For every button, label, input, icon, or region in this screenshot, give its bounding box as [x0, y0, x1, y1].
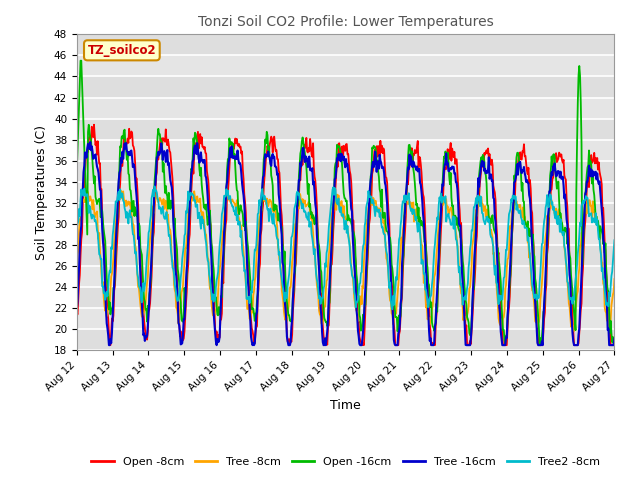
- Bar: [77, 119, 614, 140]
- Legend: Open -8cm, Tree -8cm, Open -16cm, Tree -16cm, Tree2 -8cm: Open -8cm, Tree -8cm, Open -16cm, Tree -…: [87, 452, 604, 471]
- Open -16cm: [222, 194, 230, 200]
- Tree -16cm: [194, 146, 202, 152]
- Tree2 -8cm: [193, 202, 201, 207]
- Tree2 -8cm: [412, 214, 420, 219]
- Line: Tree -8cm: Tree -8cm: [77, 191, 614, 332]
- Open -8cm: [73, 310, 81, 316]
- Tree -8cm: [605, 329, 613, 335]
- Tree2 -8cm: [151, 183, 159, 189]
- Open -16cm: [77, 58, 84, 63]
- Open -16cm: [83, 232, 91, 238]
- Open -8cm: [611, 335, 618, 340]
- Bar: [77, 287, 614, 308]
- Y-axis label: Soil Temperatures (C): Soil Temperatures (C): [35, 125, 48, 260]
- Tree -8cm: [412, 213, 419, 219]
- Open -8cm: [90, 122, 98, 128]
- Open -16cm: [193, 140, 201, 145]
- Open -16cm: [536, 342, 543, 348]
- Open -16cm: [611, 337, 618, 343]
- Tree -8cm: [428, 318, 435, 324]
- Tree -16cm: [428, 342, 436, 348]
- Tree -16cm: [611, 336, 618, 341]
- Tree -16cm: [412, 167, 420, 173]
- Line: Tree -16cm: Tree -16cm: [77, 142, 614, 345]
- Bar: [77, 35, 614, 55]
- Tree2 -8cm: [611, 237, 618, 243]
- Line: Open -8cm: Open -8cm: [77, 125, 614, 345]
- Bar: [77, 245, 614, 266]
- Line: Open -16cm: Open -16cm: [77, 60, 614, 345]
- Open -8cm: [140, 307, 147, 313]
- Tree -16cm: [223, 184, 230, 190]
- Tree2 -8cm: [428, 281, 436, 287]
- Open -16cm: [412, 190, 419, 196]
- Tree2 -8cm: [83, 192, 90, 197]
- Tree -8cm: [611, 276, 618, 282]
- Line: Tree2 -8cm: Tree2 -8cm: [77, 186, 614, 310]
- Open -16cm: [73, 168, 81, 174]
- Tree -8cm: [222, 203, 230, 209]
- Tree -16cm: [83, 155, 90, 160]
- Tree -16cm: [73, 306, 81, 312]
- Open -8cm: [107, 342, 115, 348]
- Open -8cm: [223, 217, 230, 223]
- Bar: [77, 76, 614, 97]
- Bar: [77, 203, 614, 224]
- Title: Tonzi Soil CO2 Profile: Lower Temperatures: Tonzi Soil CO2 Profile: Lower Temperatur…: [198, 15, 493, 29]
- Tree -16cm: [86, 139, 94, 145]
- Tree -8cm: [193, 193, 201, 199]
- Bar: [77, 161, 614, 182]
- Open -16cm: [428, 300, 435, 305]
- Open -16cm: [139, 270, 147, 276]
- Open -8cm: [194, 129, 202, 135]
- Tree -16cm: [140, 332, 147, 338]
- Open -8cm: [83, 153, 90, 159]
- Tree -8cm: [73, 268, 81, 274]
- Tree -8cm: [83, 188, 91, 194]
- Tree -16cm: [105, 342, 113, 348]
- X-axis label: Time: Time: [330, 399, 361, 412]
- Tree -8cm: [82, 188, 90, 193]
- Open -8cm: [412, 150, 420, 156]
- Tree2 -8cm: [138, 300, 146, 305]
- Tree -8cm: [139, 313, 147, 319]
- Tree2 -8cm: [73, 225, 81, 230]
- Text: TZ_soilco2: TZ_soilco2: [88, 44, 156, 57]
- Tree2 -8cm: [222, 194, 230, 200]
- Open -8cm: [428, 340, 436, 346]
- Tree2 -8cm: [388, 307, 396, 312]
- Bar: [77, 329, 614, 350]
